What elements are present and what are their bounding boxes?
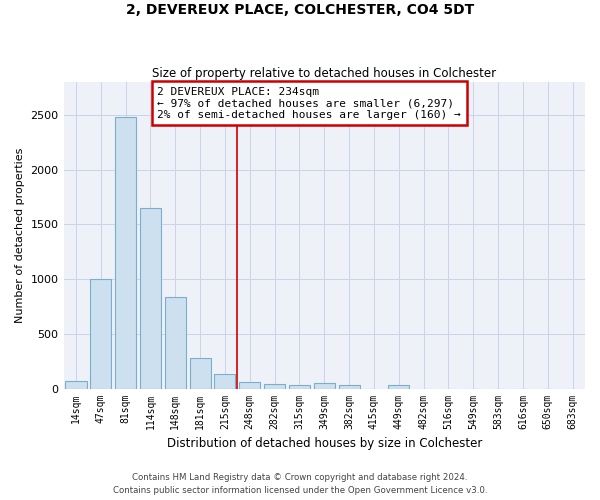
Text: 2 DEVEREUX PLACE: 234sqm
← 97% of detached houses are smaller (6,297)
2% of semi: 2 DEVEREUX PLACE: 234sqm ← 97% of detach… [157,86,461,120]
Bar [264,384,285,388]
Bar [314,383,335,388]
Y-axis label: Number of detached properties: Number of detached properties [15,148,25,323]
Bar [140,208,161,388]
Bar [165,296,186,388]
Text: Contains HM Land Registry data © Crown copyright and database right 2024.
Contai: Contains HM Land Registry data © Crown c… [113,474,487,495]
Bar [239,382,260,388]
Bar [289,386,310,388]
Bar [338,384,359,388]
Title: Size of property relative to detached houses in Colchester: Size of property relative to detached ho… [152,66,496,80]
Bar [190,358,211,388]
Text: 2, DEVEREUX PLACE, COLCHESTER, CO4 5DT: 2, DEVEREUX PLACE, COLCHESTER, CO4 5DT [126,2,474,16]
Bar [65,381,86,388]
Bar [115,117,136,388]
Bar [388,386,409,388]
Bar [214,374,235,388]
Bar [90,279,112,388]
X-axis label: Distribution of detached houses by size in Colchester: Distribution of detached houses by size … [167,437,482,450]
